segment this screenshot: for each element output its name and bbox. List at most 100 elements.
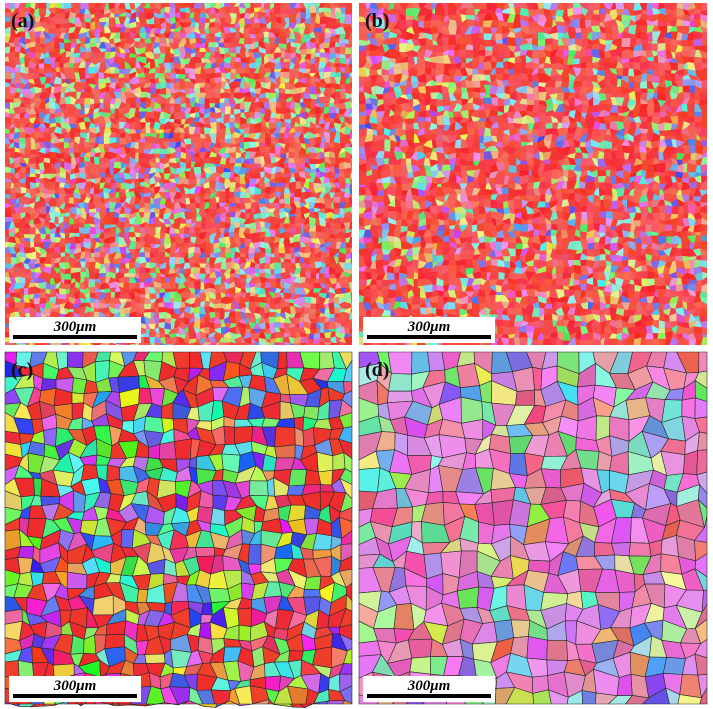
grain bbox=[208, 36, 217, 43]
grain bbox=[283, 22, 290, 30]
grain bbox=[169, 52, 175, 59]
grain bbox=[70, 47, 75, 54]
grain bbox=[19, 11, 27, 20]
grain bbox=[341, 238, 346, 243]
grain bbox=[160, 226, 167, 233]
grain bbox=[23, 241, 31, 248]
grain bbox=[319, 42, 324, 50]
grain bbox=[159, 11, 165, 19]
grain bbox=[325, 83, 332, 89]
grain bbox=[288, 181, 296, 190]
grain bbox=[38, 58, 45, 64]
grain bbox=[63, 22, 70, 28]
grain bbox=[220, 54, 225, 59]
grain bbox=[263, 9, 270, 13]
grain bbox=[321, 26, 325, 34]
grain bbox=[118, 16, 127, 25]
grain bbox=[43, 57, 52, 65]
grain bbox=[185, 219, 192, 224]
grain bbox=[315, 226, 322, 233]
grain bbox=[74, 16, 82, 24]
grain bbox=[324, 21, 331, 29]
grain bbox=[46, 3, 51, 9]
grain bbox=[223, 62, 232, 69]
grain bbox=[255, 37, 261, 42]
grain bbox=[184, 63, 191, 69]
grain bbox=[64, 279, 72, 285]
grain bbox=[330, 18, 337, 24]
grain bbox=[214, 47, 221, 55]
grain bbox=[188, 63, 196, 69]
grain bbox=[10, 12, 14, 20]
grain bbox=[318, 11, 325, 18]
grain bbox=[125, 11, 132, 20]
grain bbox=[35, 37, 41, 45]
grain bbox=[190, 42, 197, 50]
grain bbox=[51, 61, 56, 69]
grain bbox=[218, 62, 225, 68]
grain bbox=[201, 57, 207, 64]
grain bbox=[334, 63, 341, 68]
grain bbox=[48, 16, 56, 25]
grain bbox=[230, 37, 237, 44]
grain bbox=[53, 262, 60, 269]
grain bbox=[199, 42, 206, 49]
grain bbox=[289, 3, 297, 10]
grain bbox=[100, 131, 105, 137]
grain bbox=[13, 19, 21, 24]
grain bbox=[164, 52, 170, 59]
grain bbox=[254, 56, 262, 64]
grain bbox=[160, 21, 167, 30]
grain bbox=[118, 217, 126, 223]
scale-bar bbox=[13, 335, 137, 339]
grain bbox=[169, 257, 176, 265]
grain bbox=[148, 227, 156, 235]
grain bbox=[44, 38, 52, 44]
grain bbox=[313, 22, 322, 29]
grain bbox=[248, 27, 256, 35]
grain bbox=[136, 53, 141, 58]
grain bbox=[334, 223, 342, 230]
grain bbox=[64, 48, 72, 52]
grain bbox=[254, 11, 259, 20]
grain bbox=[93, 268, 100, 274]
grain bbox=[203, 62, 212, 69]
grain bbox=[309, 41, 316, 49]
grain bbox=[41, 47, 46, 55]
grain bbox=[328, 57, 336, 64]
grain bbox=[45, 8, 51, 15]
grain bbox=[123, 16, 131, 25]
grain bbox=[90, 14, 96, 19]
grain bbox=[169, 56, 174, 63]
grain bbox=[211, 61, 217, 69]
grain bbox=[198, 29, 207, 35]
grain bbox=[295, 17, 301, 24]
grain bbox=[278, 36, 287, 45]
grain bbox=[288, 31, 296, 40]
grain bbox=[264, 61, 272, 70]
grain bbox=[253, 22, 260, 29]
grain bbox=[339, 208, 345, 215]
grain bbox=[94, 61, 101, 69]
grain bbox=[99, 61, 107, 70]
grain bbox=[228, 202, 237, 208]
grain bbox=[205, 33, 211, 39]
grain bbox=[94, 57, 102, 65]
grain bbox=[53, 47, 60, 55]
grain bbox=[25, 11, 30, 18]
grain bbox=[223, 337, 232, 343]
grain bbox=[345, 276, 349, 284]
grain bbox=[124, 68, 132, 75]
grain bbox=[284, 14, 291, 18]
grain bbox=[59, 62, 64, 68]
grain bbox=[329, 61, 336, 68]
grain bbox=[48, 3, 57, 9]
grain bbox=[334, 3, 340, 8]
grain bbox=[200, 33, 207, 39]
grain bbox=[43, 48, 52, 55]
grain bbox=[193, 31, 201, 39]
grain bbox=[54, 33, 62, 39]
grain bbox=[235, 16, 241, 24]
grain bbox=[59, 246, 66, 253]
